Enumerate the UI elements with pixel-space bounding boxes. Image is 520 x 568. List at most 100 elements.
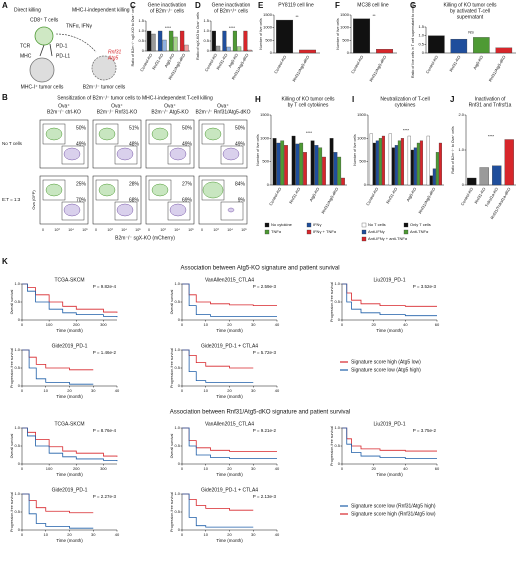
x-tick-label: Rnf31-KO bbox=[473, 187, 486, 205]
bar bbox=[318, 147, 323, 186]
y-tick-label: 0 bbox=[18, 317, 21, 322]
gate bbox=[61, 145, 85, 165]
x-tick-label: 0 bbox=[341, 466, 344, 471]
bar bbox=[179, 30, 185, 52]
significance: **** bbox=[165, 25, 172, 30]
legend-label: Only T cells bbox=[410, 222, 431, 227]
x-tick-label: Control-KO bbox=[425, 55, 439, 75]
x-axis-label: Time (month) bbox=[56, 472, 83, 477]
p-value: P = 1.46e-2 bbox=[93, 350, 117, 355]
panel-a: A Direct killing CD8⁺ T cells TNFα, IFNγ… bbox=[2, 1, 130, 90]
bar bbox=[372, 142, 376, 186]
survival-curve bbox=[22, 349, 94, 385]
panel-title: by T cell cytokines bbox=[288, 102, 329, 108]
y-tick-label: 1.0 bbox=[14, 425, 20, 430]
survival-curve bbox=[342, 283, 437, 317]
legend-label: No T cells bbox=[368, 222, 386, 227]
y-axis-label: Progression-free survival bbox=[170, 492, 174, 532]
x-tick-label: 40 bbox=[275, 532, 280, 537]
x-axis-label: Time (month) bbox=[216, 538, 243, 543]
gate bbox=[167, 145, 191, 165]
bar bbox=[369, 133, 373, 186]
bar bbox=[432, 168, 436, 186]
bar bbox=[353, 18, 371, 54]
axis-tick-label: 0 bbox=[201, 228, 203, 232]
cell-cluster bbox=[98, 183, 116, 197]
y-tick-label: 1.0 bbox=[138, 28, 144, 33]
y-tick-label: 1500 bbox=[340, 12, 350, 17]
y-tick-label: 500 bbox=[342, 37, 349, 42]
y-axis-label: Ratio of live cells in T cell supernatan… bbox=[411, 2, 415, 78]
axis-tick-label: 10⁵ bbox=[241, 228, 247, 232]
p-value: P = 2.59e-3 bbox=[253, 284, 277, 289]
cell-cluster bbox=[63, 147, 81, 161]
y-tick-label: 1.0 bbox=[334, 281, 340, 286]
cell-cluster bbox=[45, 183, 63, 197]
y-tick-label: 1.0 bbox=[174, 425, 180, 430]
bar bbox=[394, 145, 398, 186]
gate-percent: 70% bbox=[76, 197, 87, 203]
column-header: Ova⁺ bbox=[58, 103, 70, 109]
panel-title: PY8119 cell line bbox=[278, 2, 314, 8]
panel-letter: F bbox=[335, 1, 340, 10]
x-tick-label: 30 bbox=[251, 388, 256, 393]
y-tick-label: 0.5 bbox=[203, 38, 209, 43]
significance: **** bbox=[229, 25, 236, 30]
cell-cluster bbox=[169, 147, 187, 161]
bar bbox=[291, 135, 296, 186]
cell-cluster bbox=[169, 203, 187, 217]
survival-curve bbox=[22, 349, 94, 371]
plot-title: Gide2019_PD-1 bbox=[52, 343, 88, 349]
x-tick-label: Atg5-KO bbox=[472, 55, 484, 71]
column-header: B2m⁻/⁻ Rnf31-KO bbox=[97, 109, 138, 115]
bar bbox=[504, 139, 514, 186]
x-tick-label: 30 bbox=[251, 322, 256, 327]
y-tick-label: 1500 bbox=[263, 12, 273, 17]
gate bbox=[148, 179, 172, 201]
bar bbox=[407, 135, 411, 186]
axis-tick-label: 0 bbox=[42, 228, 44, 232]
y-tick-label: 1.0 bbox=[174, 491, 180, 496]
row-label: E:T = 1:3 bbox=[2, 197, 21, 202]
bar bbox=[391, 147, 395, 186]
panel-title: of B2m⁺/⁺ cells bbox=[214, 8, 248, 14]
y-axis-label: Progression-free survival bbox=[10, 348, 14, 388]
legend-label: Anti-IFNγ bbox=[368, 229, 385, 234]
x-tick-label: Rnf31-KO bbox=[385, 187, 398, 205]
bar bbox=[429, 175, 433, 186]
panel-letter: B bbox=[2, 93, 8, 102]
x-tick-label: Rnf31/Atg5-dKO bbox=[488, 55, 507, 83]
label: PD-L1 bbox=[56, 53, 70, 59]
x-tick-label: Rnf31/Atg5-dKO bbox=[320, 187, 339, 215]
bar bbox=[162, 39, 167, 52]
x-tick-label: 40 bbox=[275, 388, 280, 393]
survival-curve bbox=[22, 427, 118, 457]
legend-label: IFNγ + TNFα bbox=[313, 229, 337, 234]
y-tick-label: 0 bbox=[422, 50, 425, 55]
survival-curve bbox=[22, 283, 118, 313]
gate-percent: 68% bbox=[129, 197, 140, 203]
survival-curve bbox=[182, 349, 254, 369]
y-axis-label: Ova (GFP) bbox=[31, 190, 36, 210]
gate bbox=[220, 201, 244, 221]
x-tick-label: 10 bbox=[204, 532, 209, 537]
bar bbox=[295, 143, 300, 186]
gate bbox=[61, 201, 85, 221]
x-axis-label: Time (month) bbox=[56, 538, 83, 543]
label: TNFα, IFNγ bbox=[66, 23, 92, 29]
x-tick-label: 10 bbox=[204, 322, 209, 327]
cytokine-arrow bbox=[55, 33, 97, 53]
x-tick-label: 0 bbox=[21, 466, 24, 471]
legend-label: Anti-TNFα bbox=[410, 229, 429, 234]
cell-cluster bbox=[151, 127, 169, 141]
x-tick-label: 20 bbox=[67, 388, 72, 393]
legend-label: Anti-IFNγ + anti-TNFα bbox=[368, 236, 408, 241]
gate bbox=[95, 123, 119, 145]
panel-letter: A bbox=[2, 1, 8, 10]
bar bbox=[299, 142, 304, 186]
gate-percent: 50% bbox=[235, 125, 246, 131]
bar bbox=[211, 30, 216, 52]
survival-curve bbox=[22, 493, 94, 529]
x-tick-label: Control-KO bbox=[460, 187, 474, 207]
bar bbox=[479, 167, 489, 186]
